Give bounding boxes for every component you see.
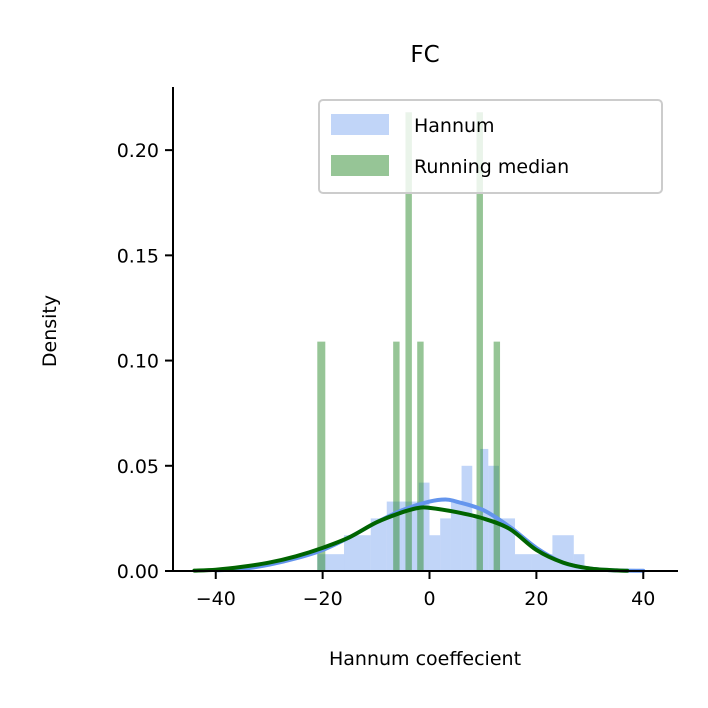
running-median-bar-4 xyxy=(476,112,483,572)
running-median-bar-5 xyxy=(493,341,501,571)
x-tick-label: −20 xyxy=(303,588,343,610)
hannum-bar-8 xyxy=(450,501,462,571)
hannum-bar-9 xyxy=(461,465,473,571)
running-median-kde-line xyxy=(192,505,630,573)
chart-title: FC xyxy=(410,42,439,68)
hannum-bar-14 xyxy=(515,554,532,571)
hannum-bar-15 xyxy=(531,554,553,571)
running-median-bars xyxy=(317,112,501,572)
x-tick-label: −40 xyxy=(196,588,236,610)
x-tick-label: 20 xyxy=(524,588,548,610)
hannum-bar-2 xyxy=(370,518,387,571)
running-median-bar-0 xyxy=(317,341,326,571)
hannum-bar-17 xyxy=(573,554,585,571)
legend-box xyxy=(318,99,663,194)
legend-label: Hannum xyxy=(414,115,495,137)
legend-label: Running median xyxy=(414,156,569,178)
hannum-bar-6 xyxy=(429,535,441,571)
running-median-bar-2 xyxy=(405,112,412,572)
y-tick-label: 0.10 xyxy=(117,351,159,373)
hannum-bar-7 xyxy=(440,518,451,571)
x-tick-label: 0 xyxy=(423,588,435,610)
legend: Hannum Running median xyxy=(318,99,663,194)
y-axis-label: Density xyxy=(39,295,61,367)
y-ticks: 0.00 0.05 0.10 0.15 0.20 xyxy=(117,140,173,583)
axes xyxy=(172,87,678,572)
x-ticks: −40 −20 0 20 40 xyxy=(196,571,655,610)
legend-swatch xyxy=(331,114,389,135)
y-tick-label: 0.00 xyxy=(117,561,159,583)
x-axis-label: Hannum coeffecient xyxy=(329,648,521,670)
y-tick-label: 0.05 xyxy=(117,456,159,478)
kde-curves xyxy=(192,497,646,573)
running-median-bar-1 xyxy=(393,341,400,571)
y-tick-label: 0.15 xyxy=(117,245,159,267)
hannum-bar-1 xyxy=(344,535,371,571)
hannum-bar-5 xyxy=(418,482,430,571)
x-tick-label: 40 xyxy=(631,588,655,610)
hannum-bar-10 xyxy=(472,518,481,571)
legend-swatch xyxy=(331,155,389,176)
y-tick-label: 0.20 xyxy=(117,140,159,162)
running-median-bar-3 xyxy=(417,341,424,571)
